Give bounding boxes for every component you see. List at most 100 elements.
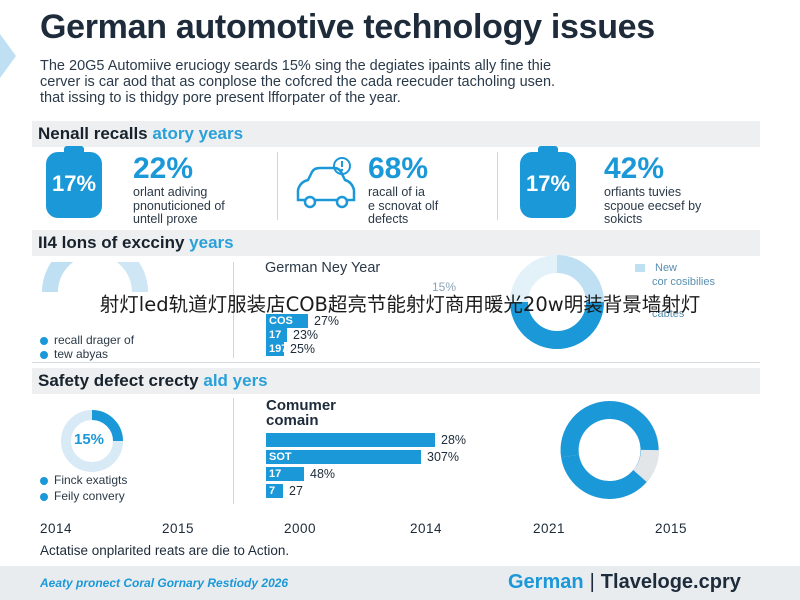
legend-item: Finck exatigts <box>40 473 127 487</box>
column-divider <box>233 398 234 504</box>
bar: 17 <box>266 328 287 342</box>
corner-triangle-decoration <box>0 34 16 78</box>
donut-chart-safety-right <box>560 400 659 499</box>
footer-bar: Aeaty pronect Coral Gornary Restiody 202… <box>0 566 800 600</box>
legend-label: cor cosibilies <box>652 276 715 288</box>
phone-icon: 17% <box>514 146 582 218</box>
legend-item: Feily convery <box>40 489 125 503</box>
bar: SOT <box>266 450 421 464</box>
bar-value: 28% <box>441 433 467 447</box>
legend-swatch <box>635 264 645 272</box>
bar <box>266 433 435 447</box>
bar: 197 <box>266 342 288 356</box>
section-title-text: Nenall recalls <box>38 124 153 143</box>
stat-desc-line: pnonuticioned of <box>133 198 225 213</box>
section-band-lons: II4 lons of excciny years <box>32 230 760 256</box>
legend-label: tew abyas <box>54 347 109 361</box>
bar-label: 197 <box>269 343 288 355</box>
stat-value: 22% <box>133 152 194 185</box>
stat-desc-line: orlant adiving <box>133 185 208 199</box>
phone-icon: 17% <box>40 146 108 218</box>
footer-brand: German | Tlaveloge.cpry <box>508 571 741 594</box>
bar-label: 17 <box>269 329 282 341</box>
intro-line: The 20G5 Automiive eruciogy seards 15% s… <box>40 58 552 74</box>
intro-line: cerver is car aod that as conplose the c… <box>40 74 556 90</box>
bar-value: 23% <box>293 328 319 342</box>
stat-desc-line: e scnovat olf <box>368 198 439 213</box>
chart-title-line: comain <box>266 412 319 429</box>
column-divider <box>277 152 278 220</box>
bar-value: 307% <box>427 450 459 464</box>
bar-value: 27 <box>289 484 303 498</box>
bar-label: 17 <box>269 468 282 480</box>
stat-description: orfiants tuvies scpoue eecsef by sokicts <box>604 185 702 227</box>
donut-chart-safety <box>61 410 123 472</box>
legend-label: cabtes <box>652 308 685 320</box>
section-band-safety: Safety defect crecty ald yers <box>32 368 760 394</box>
timeline-year: 2021 <box>533 521 566 536</box>
intro-line: that issing to is thidgy pore present lf… <box>40 90 401 106</box>
page-title: German automotive technology issues <box>40 8 655 46</box>
intro-paragraph: The 20G5 Automiive eruciogy seards 15% s… <box>40 58 760 106</box>
car-alert-icon <box>296 157 356 209</box>
chart-title: German Ney Year <box>265 260 381 276</box>
section-title-recalls: Nenall recalls atory years <box>38 124 243 144</box>
timeline-year: 2014 <box>410 521 443 536</box>
brand-separator: | <box>589 571 595 593</box>
section-band-recalls: Nenall recalls atory years <box>32 121 760 147</box>
chart-title: Comumer comain <box>266 398 336 428</box>
legend-label: recall drager of <box>54 333 135 347</box>
chart-title-line: Comumer <box>266 397 337 414</box>
stat-desc-line: scpoue eecsef by <box>604 198 702 213</box>
section-title-safety: Safety defect crecty ald yers <box>38 371 268 391</box>
footer-caption: Aeaty pronect Coral Gornary Restiody 202… <box>40 576 289 590</box>
bar-value: 25% <box>290 342 316 356</box>
legend-label: New <box>655 262 678 274</box>
timeline-year: 2014 <box>40 521 73 536</box>
section-title-lons: II4 lons of excciny years <box>38 233 234 253</box>
chart-top-value: 15% <box>432 280 457 294</box>
overlay-caption: 射灯led轨道灯服装店COB超亮节能射灯商用暖光20w明装背景墙射灯 <box>99 293 701 316</box>
bar-label: 7 <box>269 485 276 497</box>
bar-row: 7 27 <box>266 484 303 498</box>
column-divider <box>233 262 234 358</box>
section-divider <box>32 362 760 363</box>
bar-value: 27% <box>314 314 340 328</box>
column-divider <box>497 152 498 220</box>
stat-desc-line: racall of ia <box>368 185 425 199</box>
stat-description: orlant adiving pnonuticioned of untell p… <box>133 185 225 227</box>
section-title-highlight: atory years <box>152 124 244 143</box>
donut-value-label: 15% <box>74 431 105 448</box>
footnote: Actatise onplarited reats are die to Act… <box>40 543 290 558</box>
stat-desc-line: orfiants tuvies <box>604 185 682 199</box>
bar-label: SOT <box>269 451 292 463</box>
bar-row: SOT 307% <box>266 450 459 464</box>
legend-item: tew abyas <box>40 347 108 361</box>
legend-label: Feily convery <box>54 489 125 503</box>
stat-desc-line: sokicts <box>604 212 643 226</box>
bar-row: 197 25% <box>266 342 315 356</box>
bar-row: 17 48% <box>266 467 335 481</box>
stat-desc-line: untell proxe <box>133 212 198 226</box>
legend-label: Finck exatigts <box>54 473 128 487</box>
timeline-year: 2015 <box>162 521 195 536</box>
stat-description: racall of ia e scnovat olf defects <box>368 185 439 227</box>
stat-value: 42% <box>604 152 665 185</box>
legend-dot <box>40 492 48 501</box>
bar: 17 <box>266 467 304 481</box>
brand-name: German <box>508 571 584 593</box>
section-title-text: Safety defect crecty <box>38 371 204 390</box>
section-title-text: II4 lons of excciny <box>38 233 190 252</box>
legend-dot <box>40 350 48 359</box>
donut-chart-top <box>42 262 148 292</box>
stat-desc-line: defects <box>368 212 409 226</box>
timeline-year: 2000 <box>284 521 317 536</box>
legend-dot <box>40 476 48 485</box>
stat-value: 68% <box>368 152 429 185</box>
legend-item: recall drager of <box>40 333 134 347</box>
bar-value: 48% <box>310 467 336 481</box>
brand-site: Tlaveloge.cpry <box>600 571 741 593</box>
bar-row: COS 27% <box>266 314 339 328</box>
bar: 7 <box>266 484 283 498</box>
donut-chart-right <box>510 255 604 349</box>
